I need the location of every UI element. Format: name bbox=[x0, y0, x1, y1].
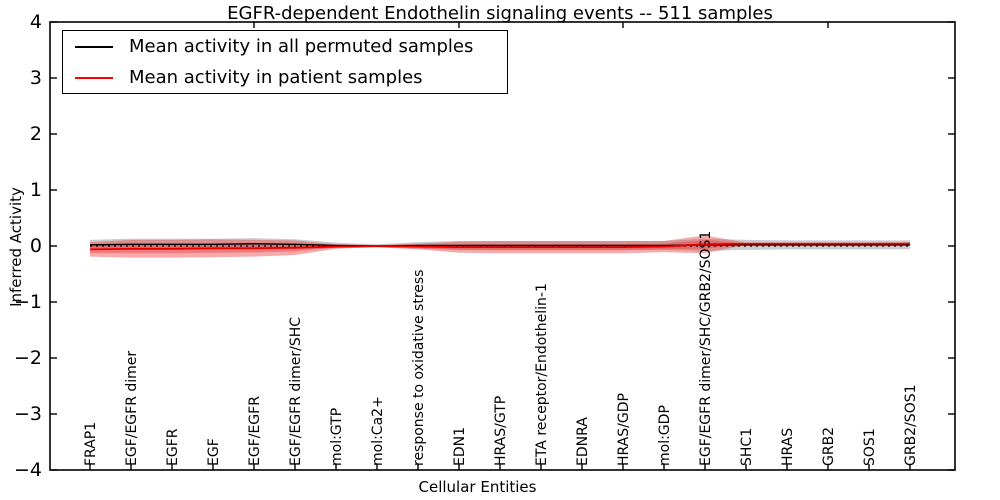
x-tick-label: mol:GDP bbox=[657, 405, 673, 466]
y-tick-label: 4 bbox=[30, 11, 42, 33]
x-tick-label: EGF bbox=[206, 438, 222, 466]
legend: Mean activity in all permuted samples Me… bbox=[62, 30, 508, 94]
legend-line-patient-icon bbox=[75, 76, 113, 79]
x-tick-label: FRAP1 bbox=[83, 422, 99, 466]
x-tick-label: EDN1 bbox=[452, 427, 468, 466]
x-tick-label: EDNRA bbox=[575, 417, 591, 466]
x-tick-label: EGF/EGFR dimer/SHC/GRB2/SOS1 bbox=[698, 231, 714, 466]
legend-entry-patient: Mean activity in patient samples bbox=[63, 66, 507, 90]
y-tick-label: 2 bbox=[30, 123, 42, 145]
chart-title: EGFR-dependent Endothelin signaling even… bbox=[227, 3, 773, 24]
permuted-mean-line bbox=[89, 243, 910, 247]
y-axis-label: Inferred Activity bbox=[7, 187, 25, 307]
y-tick-label: 3 bbox=[30, 67, 42, 89]
x-tick-label: HRAS bbox=[780, 428, 796, 466]
y-tick-label: −3 bbox=[14, 403, 42, 425]
x-tick-label: EGF/EGFR bbox=[247, 396, 263, 466]
legend-label-patient: Mean activity in patient samples bbox=[129, 67, 423, 88]
x-tick-label: EGF/EGFR dimer bbox=[124, 351, 140, 466]
x-tick-label: GRB2/SOS1 bbox=[903, 384, 919, 466]
x-tick-label: SOS1 bbox=[862, 428, 878, 466]
y-tick-label: −2 bbox=[14, 347, 42, 369]
y-tick-label: 0 bbox=[30, 235, 42, 257]
y-tick-label: −1 bbox=[14, 291, 42, 313]
x-tick-label: mol:GTP bbox=[329, 408, 345, 466]
x-tick-label: HRAS/GTP bbox=[493, 396, 509, 466]
y-tick-label: 1 bbox=[30, 179, 42, 201]
x-axis-label: Cellular Entities bbox=[418, 478, 537, 496]
x-tick-label: GRB2 bbox=[821, 427, 837, 466]
legend-label-permuted: Mean activity in all permuted samples bbox=[129, 36, 474, 57]
x-tick-label: EGF/EGFR dimer/SHC bbox=[288, 317, 304, 466]
x-tick-label: response to oxidative stress bbox=[411, 270, 427, 466]
x-tick-label: ETA receptor/Endothelin-1 bbox=[534, 283, 550, 466]
x-tick-label: SHC1 bbox=[739, 428, 755, 466]
x-tick-label: HRAS/GDP bbox=[616, 393, 632, 466]
x-tick-label: mol:Ca2+ bbox=[370, 396, 386, 466]
y-tick-label: −4 bbox=[14, 459, 42, 481]
legend-entry-permuted: Mean activity in all permuted samples bbox=[63, 35, 507, 59]
patient-mean-line bbox=[89, 242, 910, 251]
legend-line-permuted-icon bbox=[75, 45, 113, 48]
x-tick-label: EGFR bbox=[165, 428, 181, 466]
